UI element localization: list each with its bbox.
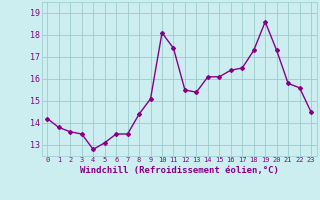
X-axis label: Windchill (Refroidissement éolien,°C): Windchill (Refroidissement éolien,°C) (80, 166, 279, 175)
